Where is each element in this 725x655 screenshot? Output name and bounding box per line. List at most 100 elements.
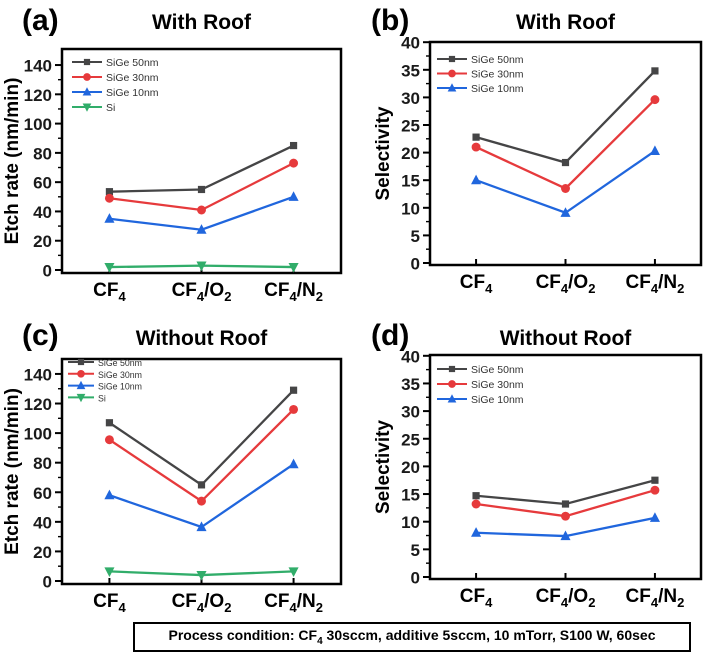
legend: SiGe 50nm SiGe 30nm SiGe 10nm (437, 364, 524, 406)
y-tick-label: 25 (401, 117, 420, 136)
y-tick-label: 30 (401, 89, 420, 108)
panel-a: (a) With Roof 0 20 40 60 80 100 120 140 Etch rat… (0, 0, 362, 312)
panel-d-title: Without Roof (499, 327, 632, 350)
legend-item: SiGe 10nm (68, 380, 142, 392)
legend-label: SiGe 50nm (106, 57, 159, 69)
y-tick-label: 80 (33, 144, 52, 163)
panel-d-letter: (d) (371, 319, 410, 352)
legend-item: SiGe 10nm (437, 394, 524, 406)
legend-item: SiGe 10nm (437, 83, 524, 95)
panel-c-title: Without Roof (135, 327, 268, 350)
x-category-label: CF4/N2 (264, 280, 323, 304)
series-sige-30nm (104, 158, 299, 215)
y-tick-label: 80 (33, 454, 52, 473)
y-tick-label: 35 (401, 375, 420, 394)
series-si (104, 261, 299, 273)
legend-item: SiGe 30nm (72, 72, 159, 84)
caption-subscript: 4 (317, 635, 323, 647)
legend-label: Si (98, 393, 106, 403)
x-category-label: CF4 (93, 591, 126, 615)
y-tick-label: 20 (33, 543, 52, 562)
y-tick-label: 0 (43, 262, 52, 281)
x-category-label: CF4/O2 (172, 280, 232, 304)
legend: SiGe 50nm SiGe 30nm SiGe 10nm (437, 54, 524, 95)
y-axis: 0 20 40 60 80 100 120 140 (24, 365, 62, 592)
panel-c-chart: 0 20 40 60 80 100 120 140 Etch rate (nm/min) CF4 C… (0, 312, 362, 624)
legend-item: SiGe 30nm (68, 370, 142, 380)
y-tick-label: 40 (401, 347, 420, 366)
legend-item: SiGe 50nm (72, 57, 159, 69)
y-tick-label: 30 (401, 403, 420, 422)
y-tick-label: 100 (24, 425, 52, 444)
y-tick-label: 40 (33, 203, 52, 222)
series-sige-10nm (471, 512, 660, 541)
y-axis: 0 5 10 15 20 25 30 35 40 (401, 347, 430, 588)
panel-d-chart: 0 5 10 15 20 25 30 35 40 Selectivity CF4 CF4/O2 CF4/… (363, 312, 725, 624)
legend-label: SiGe 10nm (98, 382, 142, 392)
y-tick-label: 15 (401, 486, 420, 505)
series-sige-10nm (104, 458, 299, 532)
x-category-label: CF4/O2 (172, 591, 232, 615)
chart-svg-b: 0 5 10 15 20 25 30 35 40 Selectivity CF4 CF4/O2 CF4/… (373, 34, 703, 296)
panel-c-letter: (c) (22, 319, 59, 352)
x-axis: CF4 CF4/O2 CF4/N2 (93, 578, 323, 615)
legend-item: Si (72, 102, 115, 114)
chart-svg-d: 0 5 10 15 20 25 30 35 40 Selectivity CF4 CF4/O2 CF4/… (373, 347, 703, 610)
x-category-label: CF4/N2 (264, 591, 323, 615)
legend-item: Si (68, 393, 106, 403)
panel-b-letter: (b) (371, 4, 410, 37)
series-sige-30nm (104, 404, 299, 506)
legend-label: SiGe 50nm (471, 364, 524, 376)
series-sige-10nm (104, 191, 299, 234)
y-tick-label: 5 (411, 541, 420, 560)
y-axis: 0 20 40 60 80 100 120 140 (24, 57, 62, 281)
legend-label: SiGe 50nm (98, 358, 142, 368)
legend-label: SiGe 10nm (471, 83, 524, 95)
legend-label: SiGe 30nm (98, 370, 142, 380)
panel-b-chart: 0 5 10 15 20 25 30 35 40 Selectivity CF4 CF4/O2 CF4/… (363, 0, 725, 312)
y-tick-label: 20 (401, 458, 420, 477)
series-sige-10nm (471, 145, 660, 217)
legend-item: SiGe 30nm (437, 69, 524, 81)
panel-a-letter: (a) (22, 4, 59, 37)
series-sige-50nm (105, 386, 298, 489)
y-tick-label: 40 (33, 513, 52, 532)
y-tick-label: 120 (24, 395, 52, 414)
legend-label: SiGe 30nm (106, 72, 159, 84)
y-tick-label: 25 (401, 430, 420, 449)
x-category-label: CF4/O2 (536, 586, 596, 610)
legend-item: SiGe 50nm (68, 358, 142, 368)
legend-label: Si (106, 102, 115, 114)
series-si (104, 567, 299, 581)
legend-label: SiGe 10nm (106, 87, 159, 99)
x-category-label: CF4 (460, 586, 493, 610)
legend-item: SiGe 50nm (437, 364, 524, 376)
legend-item: SiGe 50nm (437, 54, 524, 66)
series-sige-30nm (471, 485, 660, 521)
x-category-label: CF4 (460, 272, 493, 296)
y-axis-title: Selectivity (373, 420, 394, 514)
series-sige-50nm (105, 141, 298, 196)
y-axis: 0 5 10 15 20 25 30 35 40 (401, 34, 430, 274)
y-tick-label: 140 (24, 365, 52, 384)
y-tick-label: 100 (24, 115, 52, 134)
panel-c: (c) Without Roof 0 20 40 60 80 100 120 140 Etch … (0, 312, 362, 624)
panel-b: (b) With Roof 0 5 10 15 20 25 30 35 40 Selectivit… (363, 0, 725, 312)
legend-label: SiGe 10nm (471, 394, 524, 406)
y-axis-title: Etch rate (nm/min) (2, 78, 23, 245)
y-tick-label: 15 (401, 172, 420, 191)
y-tick-label: 10 (401, 199, 420, 218)
legend-label: SiGe 30nm (471, 69, 524, 81)
y-tick-label: 20 (401, 144, 420, 163)
plot-frame (60, 357, 343, 586)
y-tick-label: 20 (33, 232, 52, 251)
process-condition-caption: Process condition: CF4 30sccm, additive … (133, 622, 691, 652)
caption-segment: 30sccm, additive 5sccm, 10 mTorr, S100 W… (322, 627, 656, 644)
y-tick-label: 35 (401, 61, 420, 80)
plot-frame (60, 47, 343, 275)
y-tick-label: 0 (411, 569, 420, 588)
caption-segment: Process condition: CF (168, 627, 318, 644)
series-sige-30nm (471, 95, 660, 193)
x-axis: CF4 CF4/O2 CF4/N2 (460, 259, 684, 296)
